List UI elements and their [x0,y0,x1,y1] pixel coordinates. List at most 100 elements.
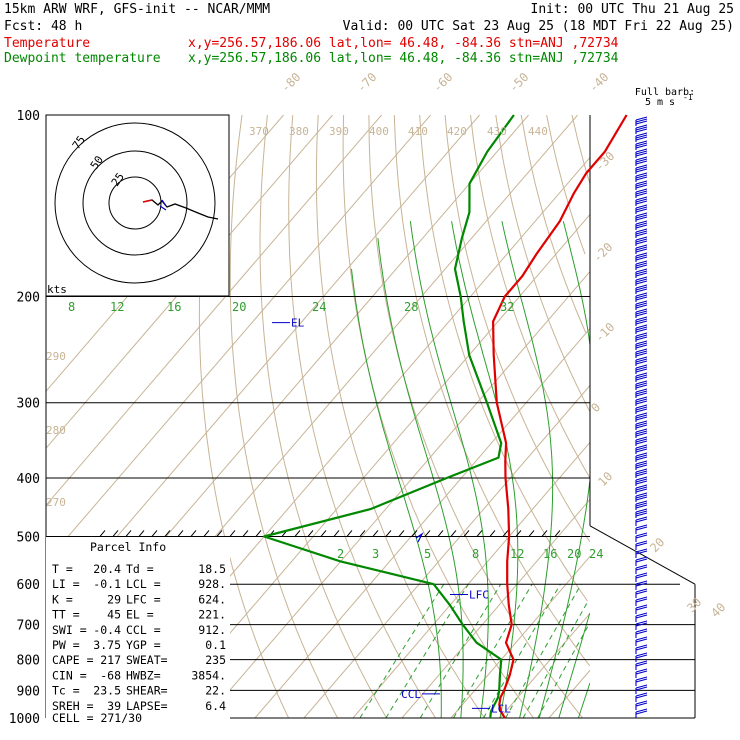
moist-adiabat [451,221,519,718]
mixing-ratio-line [359,583,445,718]
wind-barb [635,652,648,662]
isotherm [647,115,740,718]
dry-adiabat [444,115,590,542]
dry-adiabat [495,115,590,412]
wind-barb [635,172,648,182]
wind-barb [635,260,648,270]
parcel-info-cell: 45 [107,608,121,622]
wind-barb [635,364,648,374]
parcel-info-cell: TT = [52,608,80,622]
hatch-500 [411,530,418,537]
parcel-info-cell: CAPE = [52,653,94,667]
hatch-500 [112,530,119,537]
mixing-ratio-label: 20 [567,547,581,561]
parcel-info-cell: 6.4 [205,699,226,713]
moist-adiabat [577,682,590,718]
dry-adiabat [419,115,588,602]
hatch-500 [320,530,327,537]
wind-barb [635,500,648,510]
dry-adiabat [288,115,437,718]
wind-barb [635,404,648,414]
isotherm-label: -70 [354,70,379,95]
mixing-ratio-label: 24 [589,547,603,561]
wind-barb [635,164,648,174]
wind-barb [635,524,648,534]
hatch-500 [554,530,561,537]
isotherm-label: -50 [506,70,531,95]
dry-adiabat [520,115,587,334]
dry-adiabat-label: 420 [447,125,467,138]
parcel-info-cell: LFC = [126,592,161,606]
parcel-info-cell: CELL = 271/30 [52,711,142,725]
mixing-ratio-line [453,583,533,718]
pressure-tick-label: 600 [17,578,40,593]
isotherm [46,115,382,506]
hatch-500 [502,530,509,537]
dry-adiabat [315,115,486,718]
moist-adiabat-label: 28 [404,300,418,314]
parcel-info-cell: 39 [107,699,121,713]
dry-adiabat [546,115,586,255]
mixing-ratio-label: 2 [337,547,344,561]
moist-adiabat [409,221,489,718]
hodograph-ring-label: 50 [88,153,106,171]
hatch-500 [255,530,262,537]
parcel-info-cell: 0.1 [205,638,226,652]
wind-barb [635,508,648,518]
header-model: 15km ARW WRF, GFS-init -- NCAR/MMM [4,2,270,17]
dry-adiabat-label: 380 [289,125,309,138]
parcel-info-cell: K = [52,592,73,606]
hatch-500 [164,530,171,537]
moist-adiabat [501,221,554,718]
wind-barb [635,596,648,606]
hatch-500 [138,530,145,537]
dry-adiabat [470,115,590,479]
hatch-500 [242,530,249,537]
temperature-line [492,114,628,719]
barb-legend-unit: 5 m s [645,97,675,108]
parcel-info-cell: SWI = [52,623,87,637]
dry-adiabat-label: 390 [329,125,349,138]
wind-barb [635,300,648,310]
parcel-info-cell: CCL = [126,623,161,637]
isotherm-label: 30 [684,595,704,615]
wind-barb [635,236,648,246]
hatch-500 [294,530,301,537]
parcel-info-cell: 912. [198,623,226,637]
isotherm-label: 40 [708,600,728,620]
hatch-500 [216,530,223,537]
wind-barb [635,316,648,326]
frame-right-slant [589,525,696,585]
isotherm [499,612,590,718]
wind-barb [635,628,648,638]
parcel-info-table: T = 20.4 Td = 18.5 LI = -0.1 LCL = 928. K = 29 LFC… [52,562,226,713]
parcel-info-cell: -68 [100,668,121,682]
hatch-500 [125,530,132,537]
parcel-info-cell: 29 [107,592,121,606]
parcel-info-cell: 235 [205,653,226,667]
wind-barb [635,228,648,238]
pressure-tick-label: 400 [17,472,40,487]
isotherm [401,498,590,718]
parcel-info-cell: Td = [126,562,154,576]
hodograph-trace [142,199,219,220]
parcel-info-cell: 3.75 [93,638,121,652]
mixing-ratio-label: 12 [510,547,524,561]
parcel-info-cell: 928. [198,577,226,591]
wind-barb [635,556,648,566]
pressure-tick-label: 700 [17,619,40,634]
mixing-ratio-line [419,583,502,718]
hatch-500 [190,530,197,537]
moist-adiabats-mixing-ratio [351,221,590,718]
moist-adiabat [351,268,442,718]
hatch-500 [333,530,340,537]
wind-barb [635,116,648,126]
parcel-info-cell: SHEAR= [126,684,168,698]
header-valid: Valid: 00 UTC Sat 23 Aug 25 (18 MDT Fri … [343,19,734,34]
wind-barb [635,484,648,494]
isotherm-label: 10 [595,469,615,489]
pressure-tick-label: 500 [17,530,40,545]
parcel-info-cell: LAPSE= [126,699,168,713]
wind-barbs [635,116,648,718]
